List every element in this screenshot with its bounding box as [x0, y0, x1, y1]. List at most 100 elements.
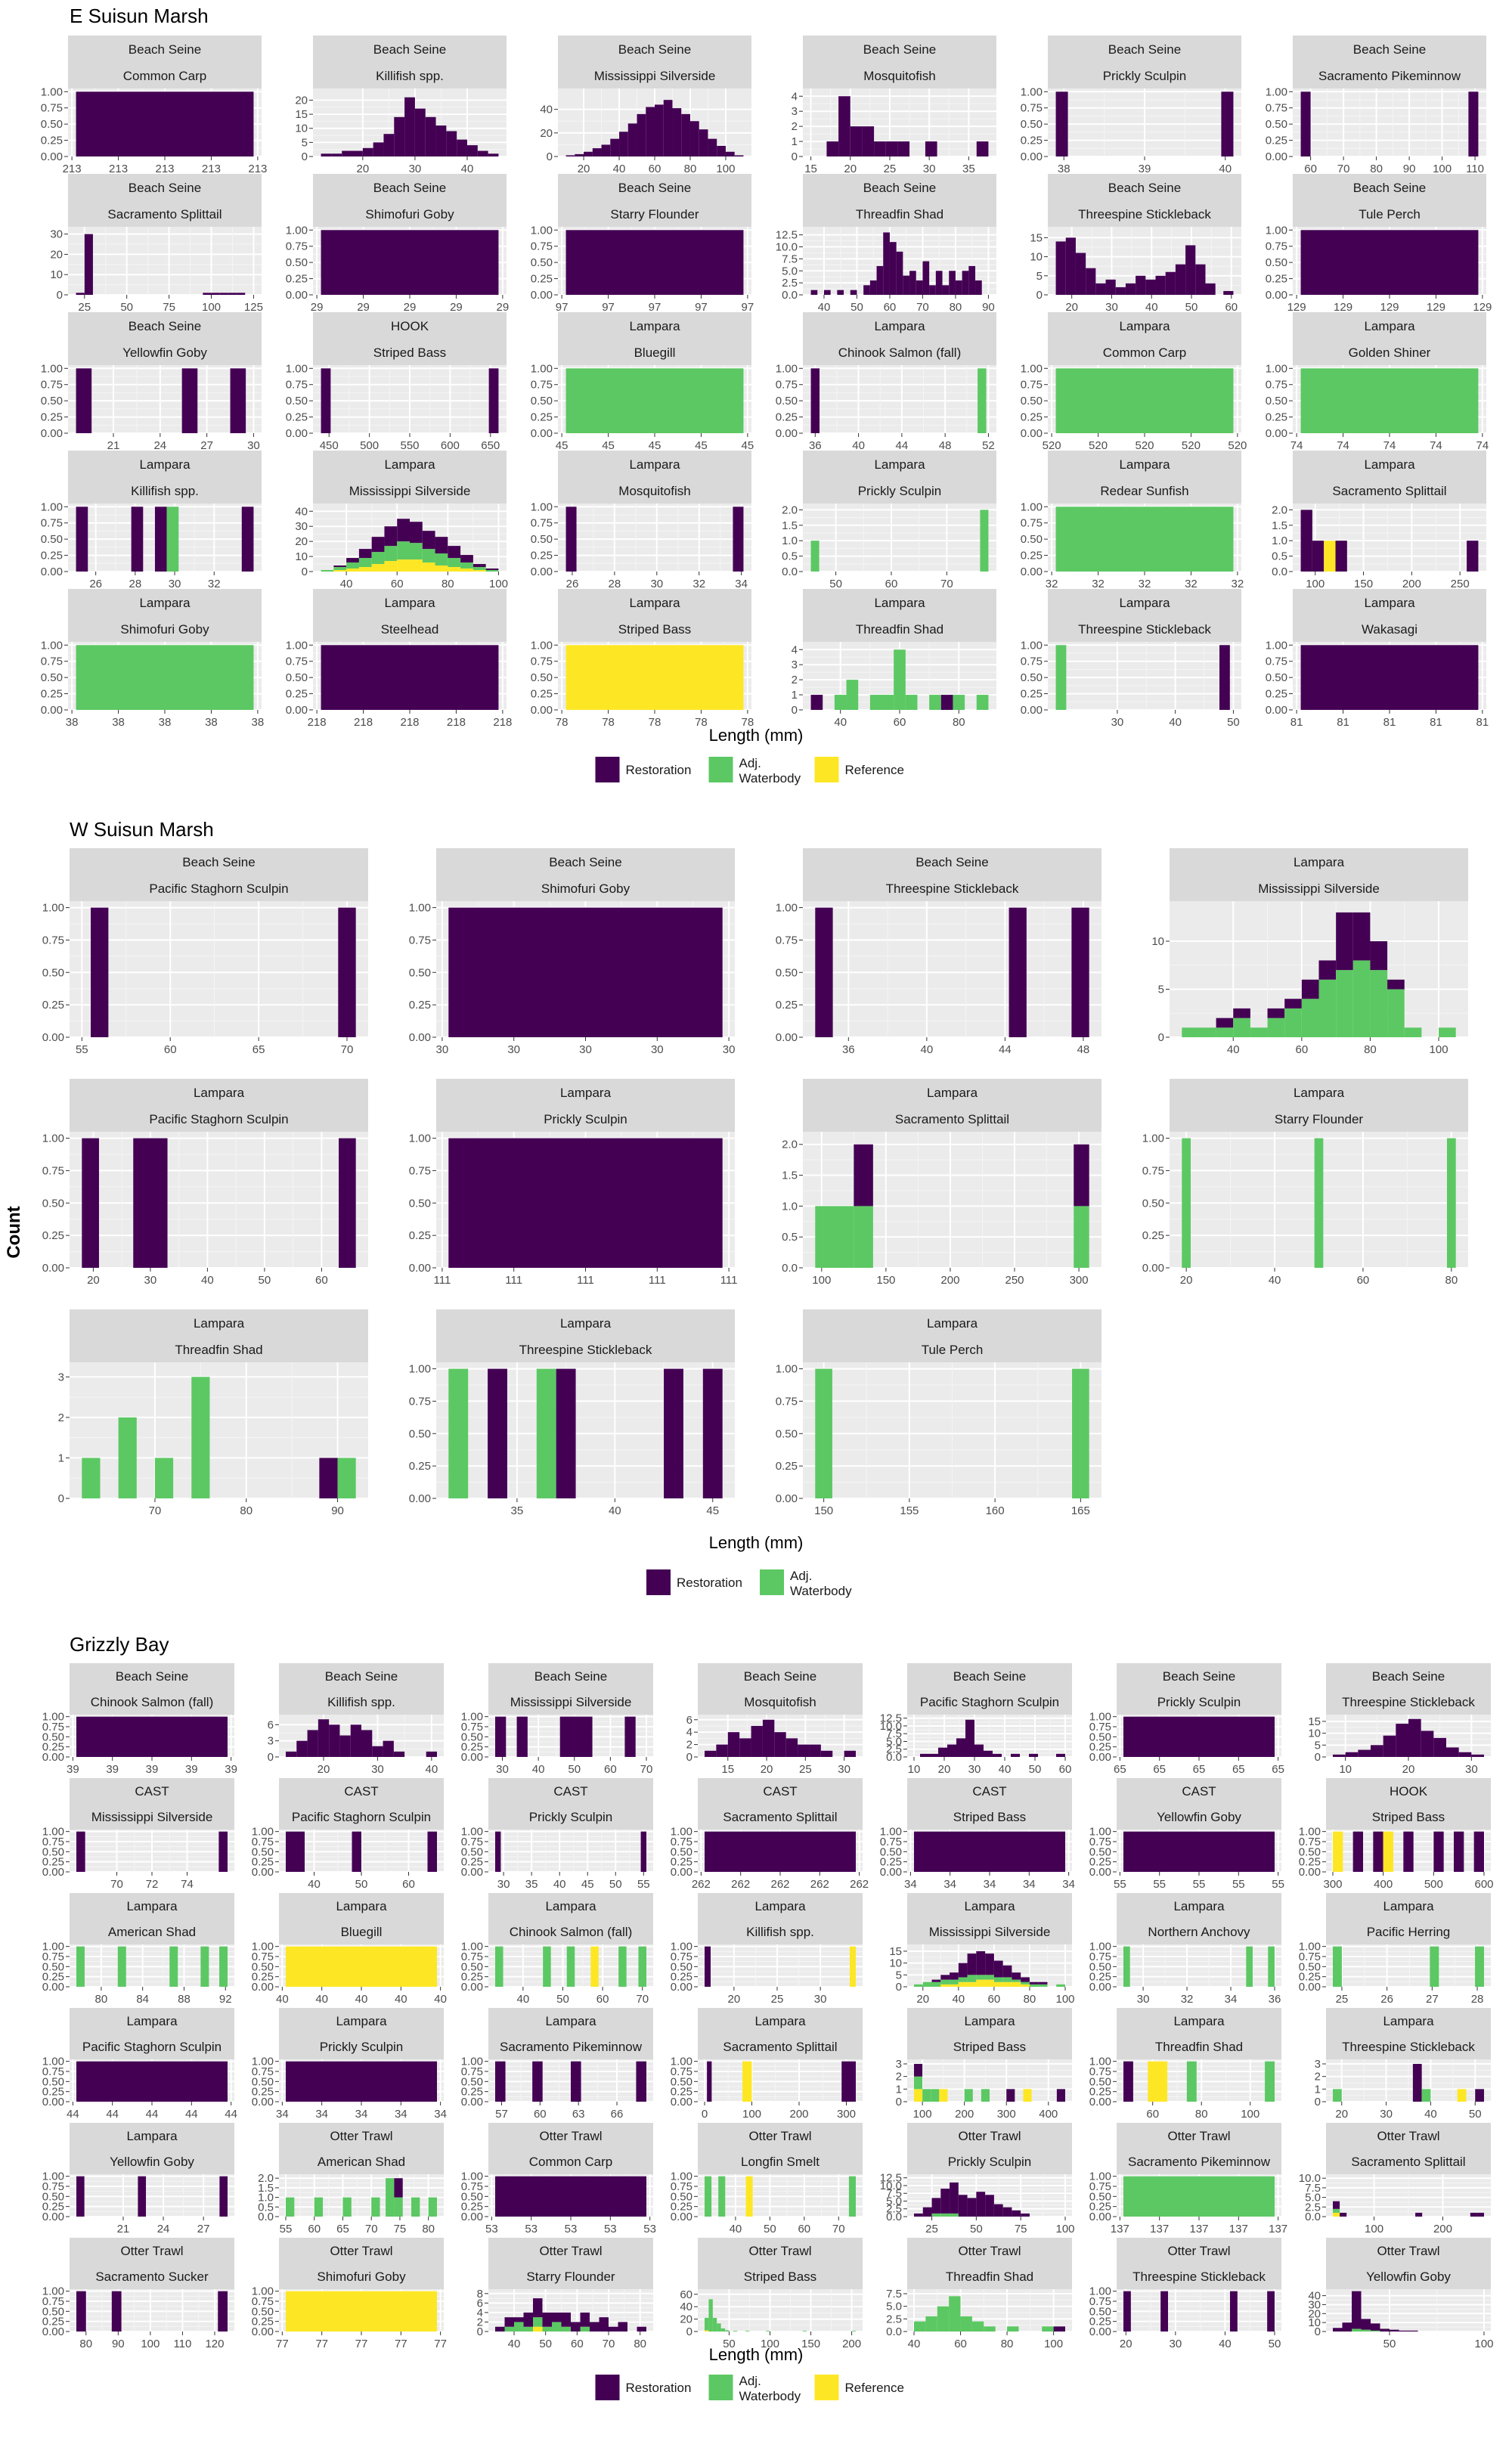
facet-strip: [1117, 1778, 1281, 1830]
histogram-bar: [976, 141, 989, 156]
x-tick-label: 129: [1287, 301, 1306, 314]
x-tick-label: 65: [1193, 1763, 1206, 1776]
x-tick-label: 81: [1476, 716, 1489, 729]
y-tick-label: 60: [680, 2288, 692, 2301]
strip-species-label: Bluegill: [634, 345, 676, 360]
x-tick-label: 38: [252, 716, 265, 729]
x-tick-label: 50: [1269, 2338, 1281, 2350]
facet-strip: [698, 1663, 863, 1715]
histogram-bar: [717, 145, 726, 156]
x-tick-label: 44: [67, 2108, 79, 2121]
x-tick-label: 30: [1380, 2108, 1393, 2121]
histogram-bar: [448, 546, 461, 559]
y-tick-label: 0.25: [1142, 1229, 1164, 1242]
histogram-bar: [1399, 2330, 1408, 2332]
histogram-bar: [410, 559, 423, 572]
x-tick-label: 40: [308, 1878, 321, 1891]
strip-method-label: Lampara: [1119, 319, 1170, 333]
strip-method-label: Beach Seine: [1108, 42, 1181, 57]
legend-label: Waterbody: [739, 771, 801, 785]
histogram-bar: [993, 1960, 1003, 1978]
facet-panel: LamparaMosquitofish0.000.250.500.751.002…: [531, 451, 751, 590]
y-tick-label: 0.00: [461, 2211, 483, 2223]
y-tick-label: 0.00: [42, 2325, 64, 2338]
strip-species-label: Sacramento Pikeminnow: [1128, 2155, 1271, 2169]
facet-strip: [313, 589, 507, 642]
y-tick-label: 0.25: [1021, 411, 1043, 424]
strip-method-label: Lampara: [754, 1899, 806, 1913]
histogram-bar: [1012, 1979, 1021, 1982]
strip-method-label: Lampara: [1364, 319, 1415, 333]
histogram-bar: [914, 2213, 923, 2217]
histogram-bar: [664, 1368, 683, 1498]
x-tick-label: 78: [742, 716, 754, 729]
histogram-bar: [1345, 1752, 1359, 1757]
x-tick-label: 129: [1334, 301, 1352, 314]
x-tick-label: 60: [604, 1763, 617, 1776]
x-tick-label: 80: [240, 1504, 253, 1517]
histogram-bar: [352, 1831, 361, 1872]
facet-strip: [70, 1893, 234, 1944]
y-tick-label: 0.25: [1089, 1741, 1111, 1754]
y-tick-label: 0.00: [1021, 427, 1043, 440]
histogram-bar: [967, 2198, 977, 2217]
x-tick-label: 53: [604, 2223, 617, 2235]
x-tick-label: 10: [1339, 1763, 1352, 1776]
x-tick-label: 40: [395, 1993, 407, 2006]
histogram-bar: [435, 537, 448, 554]
y-tick-label: 0.25: [1021, 550, 1043, 562]
x-tick-label: 30: [1137, 1993, 1150, 2006]
histogram-bar: [1333, 2208, 1340, 2213]
histogram-bar: [1301, 979, 1319, 999]
y-tick-label: 0.50: [1089, 1845, 1111, 1858]
y-tick-label: 0.50: [531, 533, 553, 546]
histogram-bar: [1267, 1018, 1285, 1037]
plot-background: [698, 2059, 863, 2102]
y-tick-label: 0.00: [252, 2096, 274, 2108]
histogram-bar: [523, 2312, 533, 2327]
histogram-bar: [533, 2326, 543, 2332]
strip-method-label: Beach Seine: [373, 42, 446, 57]
x-tick-label: 20: [1120, 2338, 1132, 2350]
y-tick-label: 1.00: [252, 1941, 274, 1954]
section-title: W Suisun Marsh: [70, 818, 214, 841]
histogram-bar: [956, 1738, 965, 1757]
facet-strip: [68, 312, 262, 365]
histogram-bar: [705, 2330, 709, 2332]
histogram-bar: [939, 2089, 948, 2102]
x-tick-label: 50: [829, 578, 842, 590]
plot-background: [558, 503, 751, 572]
histogram-bar: [785, 1738, 798, 1757]
histogram-bar: [1284, 1008, 1302, 1037]
y-tick-label: 0.75: [1299, 1950, 1321, 1963]
y-tick-label: 0.50: [41, 395, 63, 407]
histogram-bar: [397, 559, 410, 572]
x-tick-label: 100: [812, 1274, 831, 1287]
y-tick-label: 0.75: [409, 934, 431, 947]
legend-label: Reference: [845, 763, 904, 777]
y-tick-label: 7.5: [886, 2187, 902, 2200]
y-tick-label: 0: [1315, 1751, 1321, 1764]
strip-species-label: American Shad: [318, 2155, 405, 2169]
y-tick-label: 0.75: [286, 655, 308, 668]
histogram-bar: [1198, 1027, 1216, 1037]
facet-strip: [1170, 1079, 1468, 1132]
histogram-bar: [1352, 2291, 1362, 2329]
y-tick-label: 0.00: [42, 1262, 64, 1275]
strip-method-label: Beach Seine: [863, 42, 936, 57]
x-tick-label: 80: [950, 301, 962, 314]
histogram-bar: [133, 1138, 168, 1268]
x-tick-label: 50: [609, 1878, 622, 1891]
histogram-bar: [1042, 2326, 1054, 2332]
histogram-bar: [929, 1753, 938, 1757]
strip-species-label: Common Carp: [529, 2155, 613, 2169]
histogram-bar: [862, 126, 875, 156]
histogram-bar: [976, 1979, 986, 1987]
y-tick-label: 1.00: [42, 1711, 64, 1724]
facet-strip: [488, 1778, 653, 1830]
